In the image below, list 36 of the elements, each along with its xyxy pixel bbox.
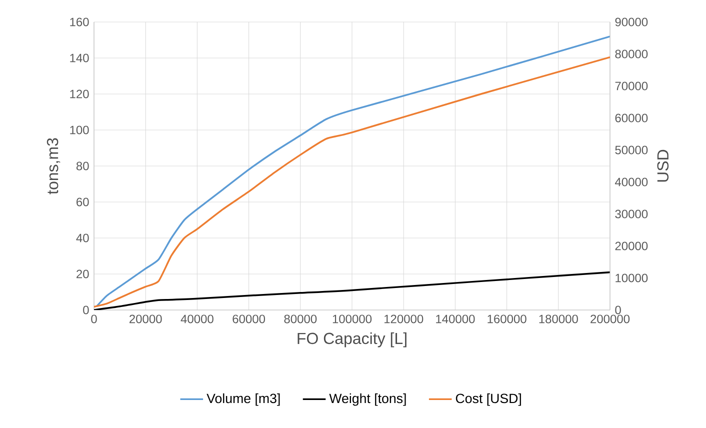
- x-tick-label: 160000: [488, 314, 526, 324]
- y2-tick-label: 80000: [615, 50, 648, 58]
- y-axis-title: tons,m3: [46, 138, 60, 194]
- y-tick-label: 0: [83, 306, 89, 314]
- y2-tick-label: 20000: [615, 242, 648, 250]
- x-tick-label: 60000: [232, 314, 266, 324]
- y2-tick-label: 0: [615, 306, 621, 314]
- x-tick-label: 20000: [130, 314, 162, 324]
- y-tick-label: 80: [76, 162, 89, 170]
- y2-tick-label: 90000: [615, 18, 648, 26]
- x-tick-label: 80000: [284, 314, 317, 324]
- x-axis-title: FO Capacity [L]: [298, 332, 406, 348]
- x-tick-label: 40000: [180, 314, 214, 324]
- y2-axis-title: USD: [657, 150, 669, 182]
- x-tick-label: 140000: [436, 314, 475, 324]
- x-tick-label: 120000: [384, 314, 424, 324]
- legend-label: Cost [USD]: [456, 393, 521, 406]
- y2-tick-label: 50000: [615, 146, 648, 154]
- y-tick-label: 60: [76, 198, 89, 206]
- y-tick-label: 100: [70, 126, 89, 134]
- y-tick-label: 120: [70, 90, 89, 98]
- x-tick-label: 0: [91, 314, 97, 324]
- y-tick-label: 160: [70, 18, 89, 26]
- y2-tick-label: 70000: [615, 82, 648, 90]
- y2-tick-label: 10000: [616, 274, 648, 282]
- y2-tick-label: 40000: [614, 178, 648, 186]
- x-tick-label: 180000: [539, 314, 578, 324]
- y2-tick-label: 60000: [615, 114, 648, 122]
- x-tick-label: 200000: [590, 314, 630, 324]
- legend-label: Weight [tons]: [329, 393, 406, 406]
- y-tick-label: 40: [76, 234, 89, 242]
- y2-tick-label: 30000: [615, 210, 648, 218]
- legend-label: Volume [m3]: [206, 393, 280, 406]
- y-tick-label: 20: [76, 270, 89, 278]
- x-tick-label: 100000: [332, 314, 372, 324]
- y-tick-label: 140: [70, 54, 89, 62]
